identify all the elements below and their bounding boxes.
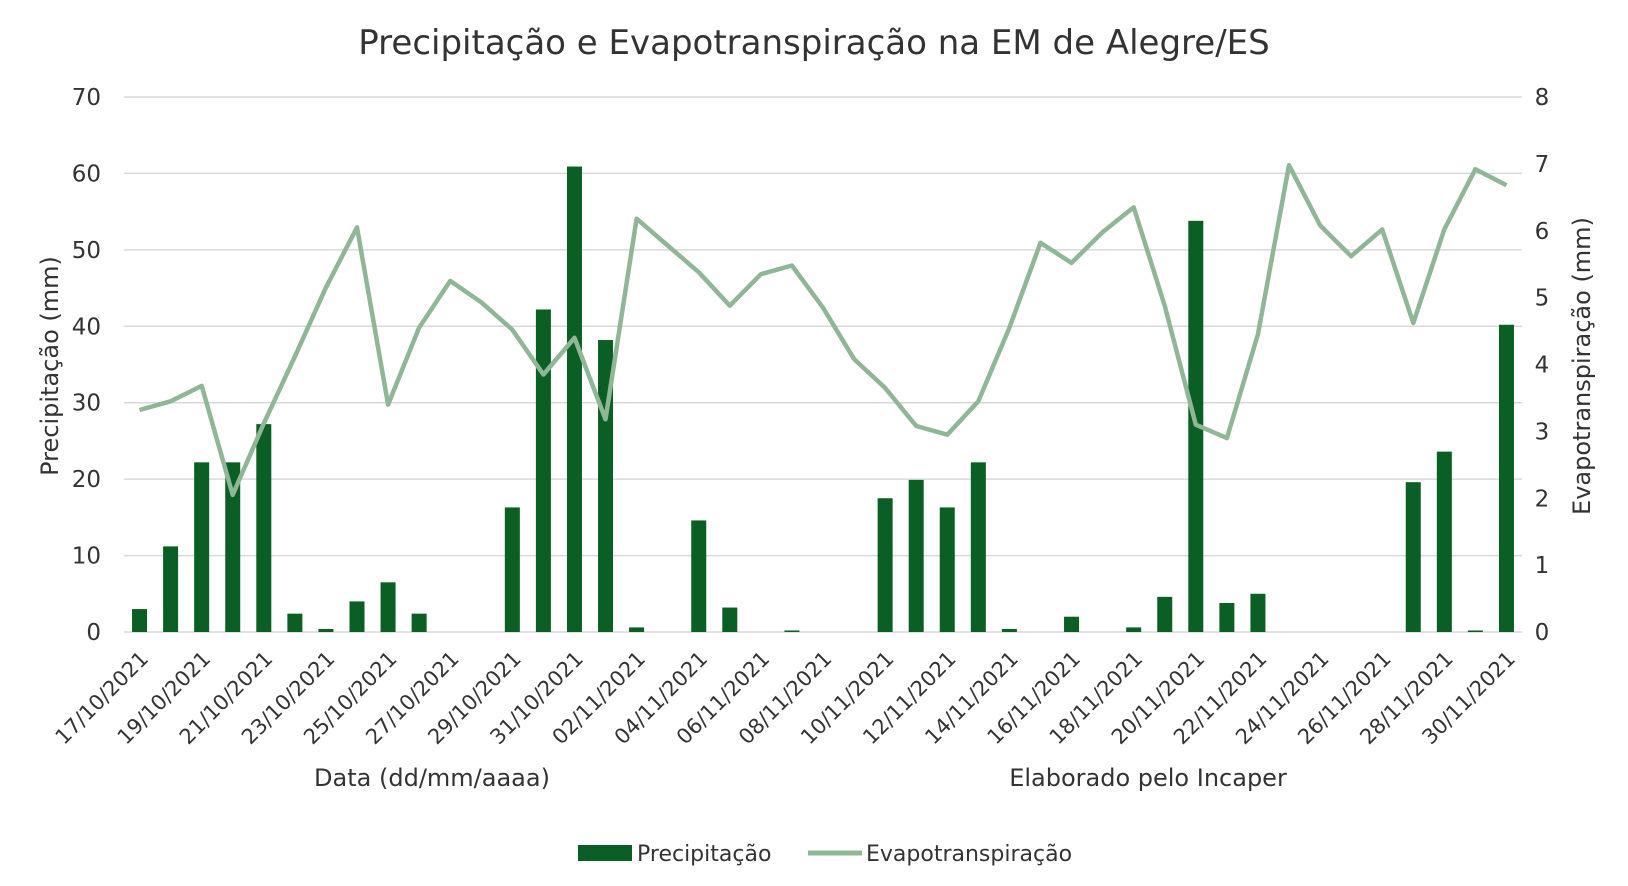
left-axis-ticks: 0 10 20 30 40 50 60 70: [72, 85, 101, 646]
y-tick-label: 50: [72, 238, 101, 264]
precipitation-bar: [535, 309, 551, 632]
precipitation-bars: [132, 166, 1514, 633]
evapotranspiration-line-layer: [138, 162, 1508, 498]
precipitation-bar: [1157, 596, 1173, 632]
chart-title: Precipitação e Evapotranspiração na EM d…: [358, 23, 1269, 63]
precipitation-bar: [349, 601, 365, 632]
precipitation-bar: [970, 462, 986, 632]
y2-tick-label: 8: [1535, 85, 1550, 111]
precipitation-bar: [1126, 627, 1142, 632]
precipitation-bar: [691, 520, 707, 632]
precipitation-bar: [411, 613, 427, 632]
precipitation-bar: [504, 507, 520, 632]
y-tick-label: 0: [86, 620, 101, 646]
y-axis-title: Precipitação (mm): [36, 256, 64, 476]
credit-text: Elaborado pelo Incaper: [1009, 764, 1287, 792]
precipitation-bar: [1250, 593, 1266, 632]
evapotranspiration-line: [138, 162, 1508, 498]
precipitation-bar: [287, 613, 303, 632]
gridlines: [124, 96, 1522, 633]
y2-tick-label: 6: [1535, 219, 1550, 245]
precipitation-bar: [784, 630, 800, 632]
legend-label-evapotranspiration: Evapotranspiração: [866, 842, 1072, 867]
precipitation-bar: [256, 424, 272, 632]
y-tick-label: 30: [72, 391, 101, 417]
precipitation-bar: [877, 498, 893, 632]
y2-tick-label: 3: [1535, 419, 1550, 445]
precipitation-bar: [908, 479, 924, 632]
precipitation-bar: [939, 507, 955, 632]
precipitation-bar: [380, 582, 396, 632]
precipitation-bar: [318, 628, 334, 632]
precipitation-bar: [1219, 602, 1235, 632]
precipitation-bar: [163, 546, 179, 632]
y2-tick-label: 7: [1535, 152, 1550, 178]
y-tick-label: 40: [72, 314, 101, 340]
precipitation-bar: [1064, 616, 1080, 632]
y-tick-label: 10: [72, 544, 101, 570]
precipitation-bar: [629, 627, 645, 632]
y2-tick-label: 5: [1535, 286, 1550, 312]
legend: Precipitação Evapotranspiração: [578, 842, 1072, 867]
x-axis-title: Data (dd/mm/aaaa): [314, 764, 550, 792]
y2-tick-label: 0: [1535, 620, 1550, 646]
precipitation-bar: [1498, 324, 1514, 632]
y-tick-label: 20: [72, 467, 101, 493]
precipitation-bar: [194, 462, 210, 632]
x-axis-ticks: 17/10/202119/10/202121/10/202123/10/2021…: [51, 647, 1520, 750]
precipitation-bar: [1467, 630, 1483, 632]
y2-tick-label: 2: [1535, 486, 1550, 512]
precipitation-bar: [1001, 628, 1017, 632]
precipitation-bar: [722, 607, 738, 632]
legend-label-precipitation: Precipitação: [637, 842, 771, 867]
precipitation-bar: [225, 462, 241, 632]
y2-tick-label: 4: [1535, 353, 1550, 379]
precipitation-bar: [1405, 482, 1421, 632]
legend-swatch-precipitation: [578, 845, 632, 861]
y2-axis-title: Evapotranspiração (mm): [1568, 217, 1596, 515]
y-tick-label: 70: [72, 85, 101, 111]
right-axis-ticks: 0 1 2 3 4 5 6 7 8: [1535, 85, 1550, 646]
precipitation-bar: [1436, 451, 1452, 632]
precipitation-bar: [132, 609, 148, 632]
y-tick-label: 60: [72, 161, 101, 187]
precipitation-bar: [566, 166, 582, 633]
y2-tick-label: 1: [1535, 553, 1550, 579]
